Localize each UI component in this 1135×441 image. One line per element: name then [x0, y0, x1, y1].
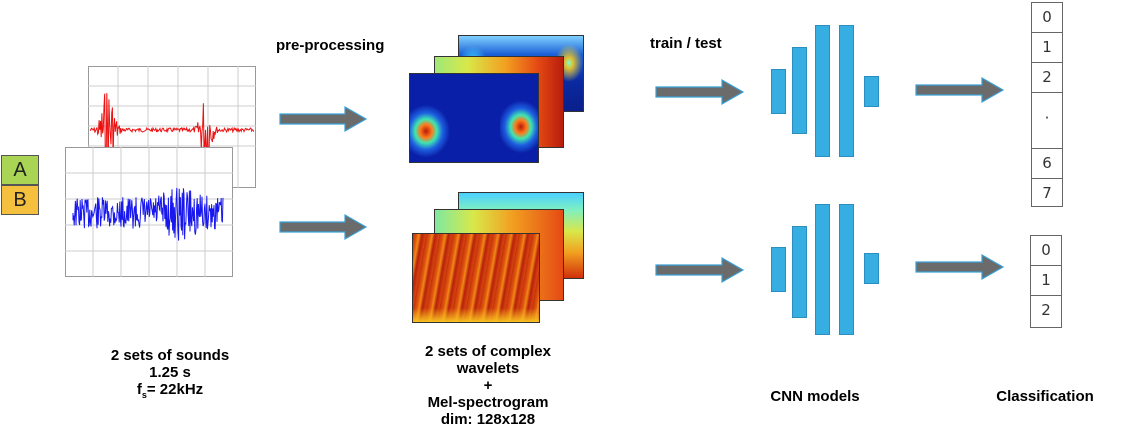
output-cell: 1: [1031, 266, 1061, 296]
output-column-top: 0 1 2 · 6 7: [1031, 2, 1063, 207]
output-column-bottom: 0 1 2: [1030, 235, 1062, 328]
output-cell: 2: [1041, 301, 1051, 319]
arrow-right-icon: [915, 76, 1005, 104]
spectrogram-top-front: [409, 73, 539, 163]
output-cell: 0: [1032, 3, 1062, 33]
train-test-label: train / test: [650, 35, 722, 52]
fs-symbol: f: [136, 381, 142, 398]
wavelet-caption: 2 sets of complex wavelets + Mel-spectro…: [388, 343, 588, 428]
wavelet-caption-line1: 2 sets of complex: [425, 343, 551, 360]
spectrogram-bottom-front: [412, 233, 540, 323]
fs-value: = 22kHz: [146, 381, 204, 398]
sounds-caption-line3: fs= 22kHz: [70, 381, 270, 404]
arrow-right-icon: [279, 105, 368, 133]
fs-subscript: s: [141, 390, 147, 400]
arrow-right-icon: [279, 76, 1005, 284]
preprocessing-label: pre-processing: [276, 37, 385, 54]
cnn-caption: CNN models: [770, 388, 860, 405]
red-waveform: [89, 93, 255, 176]
class-a-box: A: [1, 155, 39, 185]
arrow-right-icon: [279, 213, 368, 241]
arrow-right-icon: [655, 256, 745, 284]
wavelet-caption-line4: Mel-spectrogram: [427, 394, 549, 411]
sounds-caption-line1: 2 sets of sounds: [110, 347, 230, 364]
classification-caption: Classification: [996, 388, 1094, 405]
blue-waveform-plot: [65, 147, 233, 277]
output-cell: 1: [1032, 33, 1062, 63]
sounds-caption: 2 sets of sounds 1.25 s fs= 22kHz: [70, 347, 270, 404]
output-ellipsis: ·: [1032, 93, 1062, 149]
output-cell: 6: [1032, 149, 1062, 179]
blue-waveform: [72, 187, 224, 241]
wavelet-caption-line5: dim: 128x128: [440, 411, 536, 428]
wavelet-caption-line3: +: [483, 377, 493, 394]
output-cell: 2: [1032, 63, 1062, 93]
arrow-right-icon: [655, 78, 745, 106]
output-cell: 0: [1031, 236, 1061, 266]
sounds-caption-line2: 1.25 s: [149, 364, 191, 381]
output-cell: 7: [1042, 184, 1052, 202]
class-b-box: B: [1, 185, 39, 215]
arrow-right-icon: [915, 253, 1005, 281]
wavelet-caption-line2: wavelets: [456, 360, 520, 377]
